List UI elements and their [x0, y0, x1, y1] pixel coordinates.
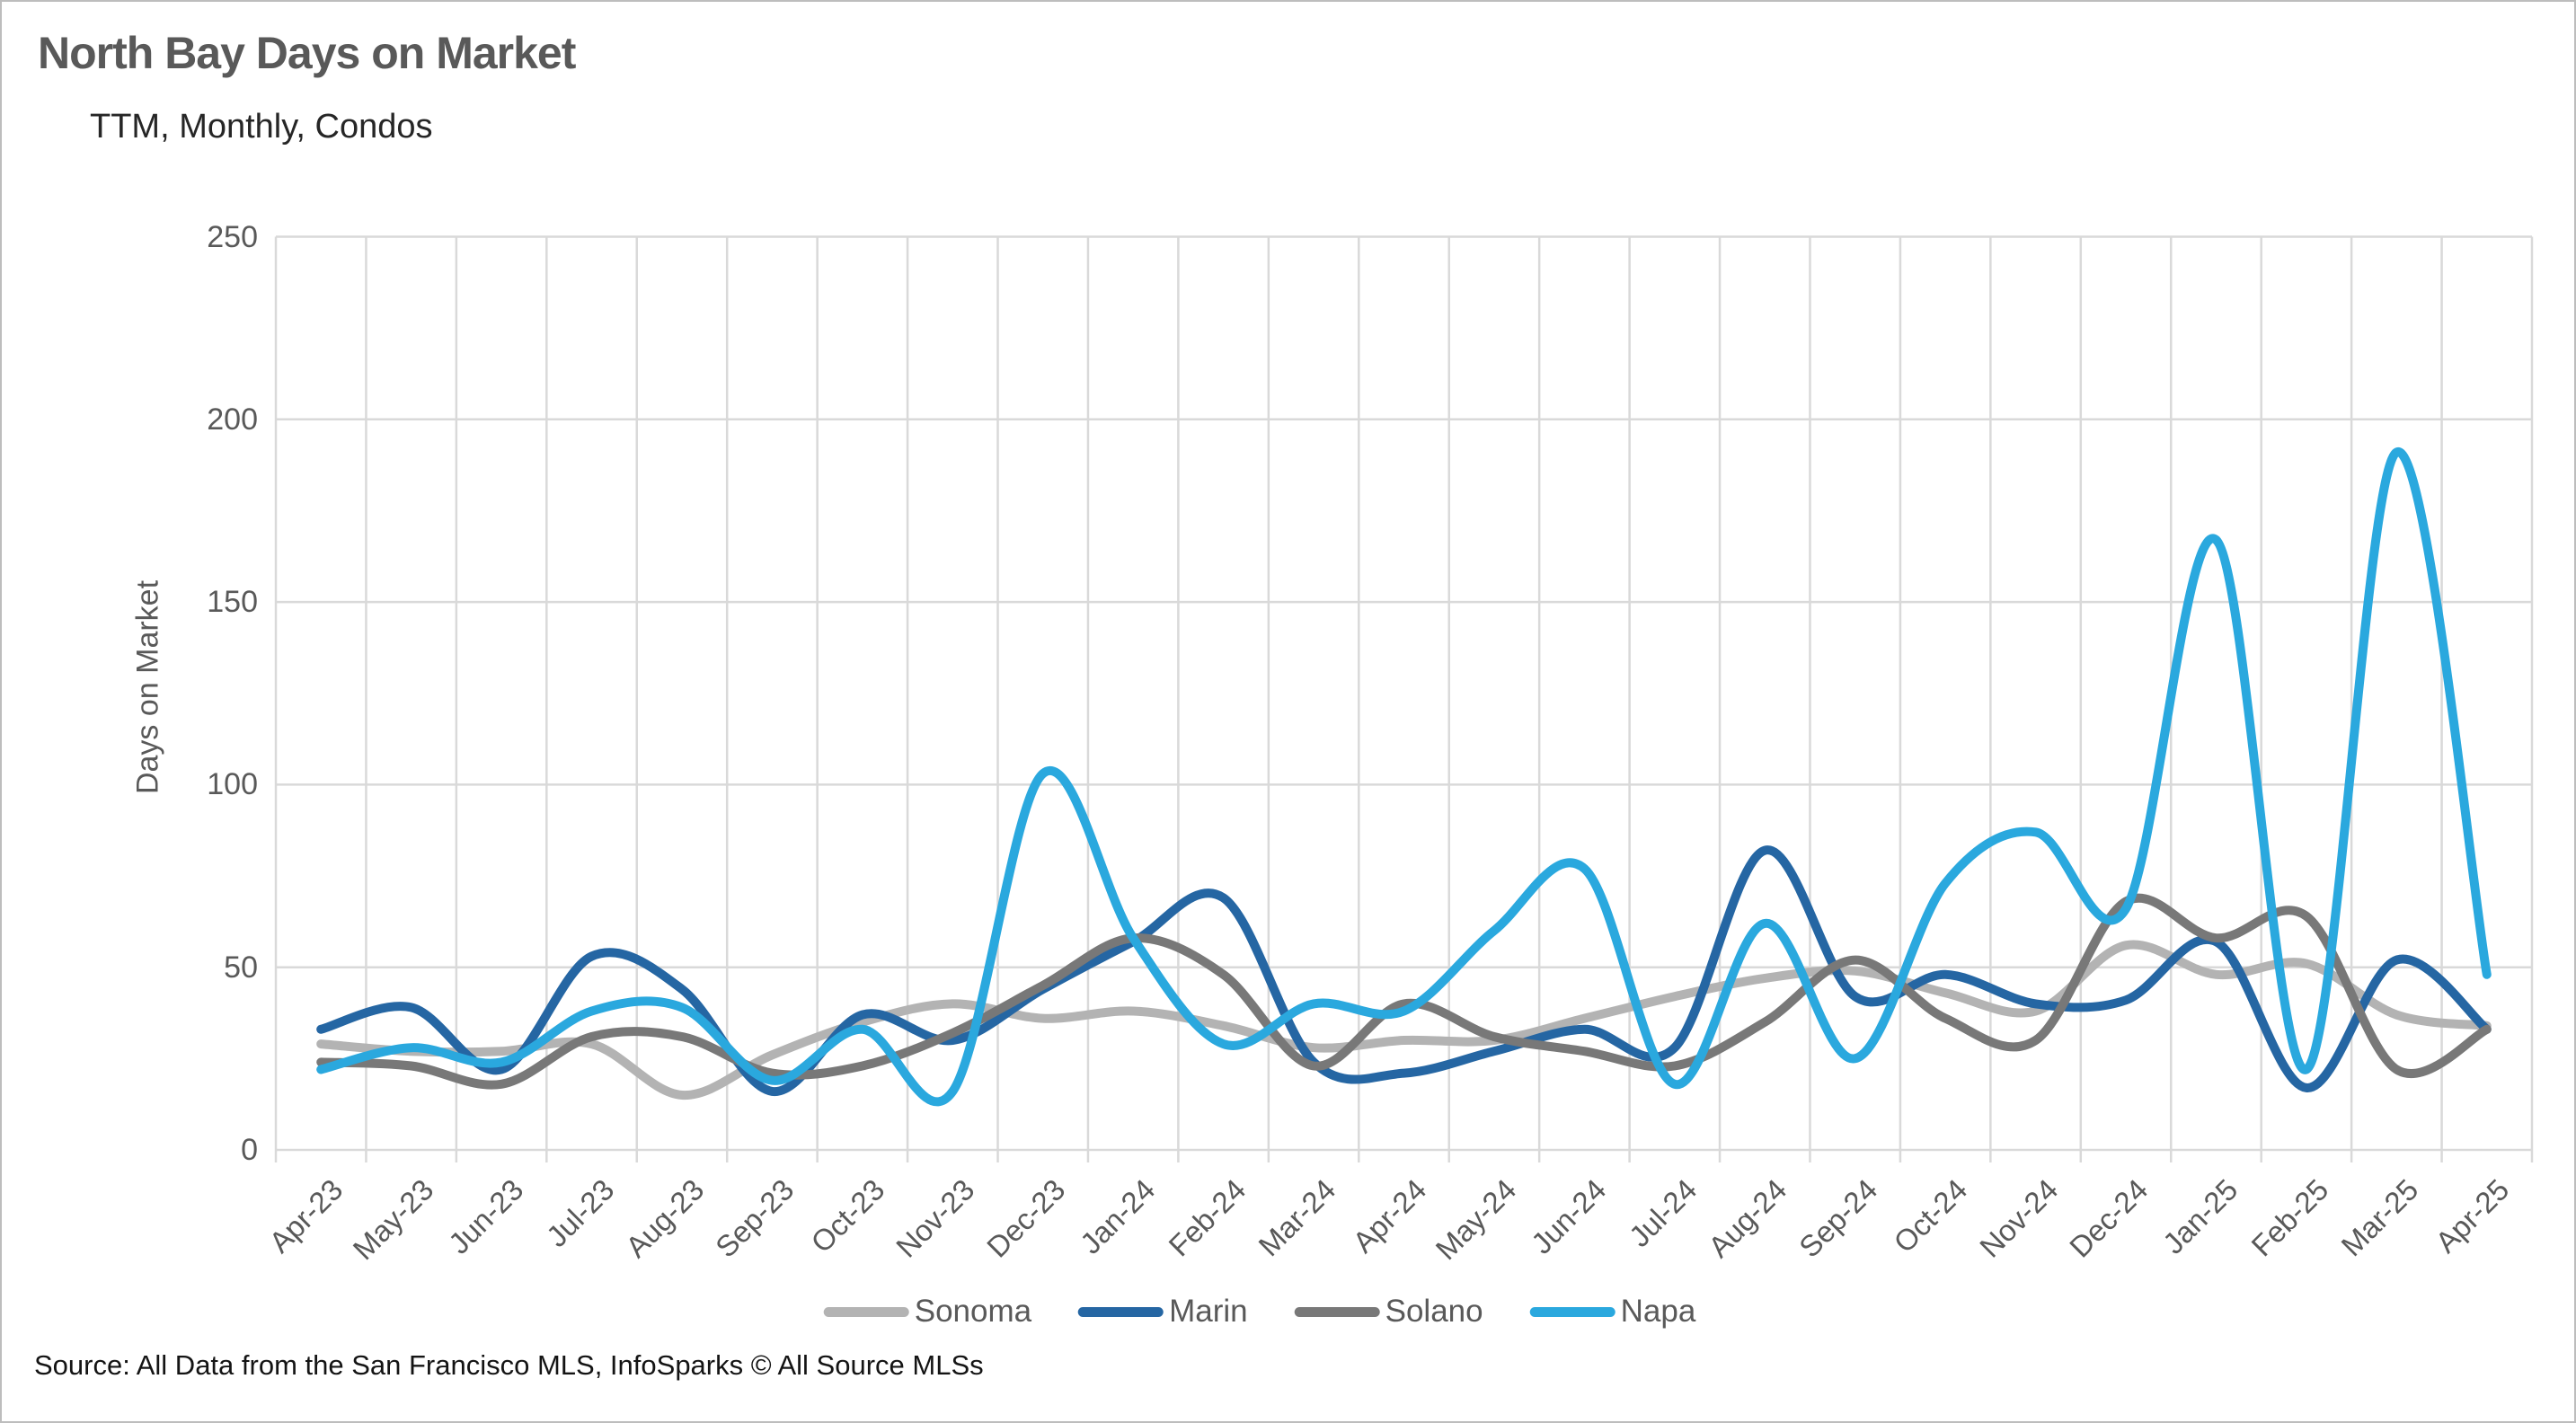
y-tick-label-200: 200 — [207, 402, 258, 437]
legend-label-napa: Napa — [1620, 1294, 1696, 1329]
chart-legend: Sonoma Marin Solano Napa — [823, 1294, 1696, 1330]
series-line-solano — [316, 893, 2492, 1090]
legend-item-napa: Napa — [1529, 1294, 1696, 1330]
source-note: Source: All Data from the San Francisco … — [34, 1349, 984, 1381]
y-tick-label-100: 100 — [207, 767, 258, 802]
legend-swatch-napa — [1529, 1306, 1616, 1317]
legend-swatch-sonoma — [823, 1306, 909, 1317]
y-tick-label-50: 50 — [224, 950, 258, 985]
legend-label-solano: Solano — [1385, 1294, 1483, 1329]
legend-item-solano: Solano — [1294, 1294, 1483, 1330]
legend-label-sonoma: Sonoma — [914, 1294, 1032, 1329]
legend-item-marin: Marin — [1078, 1294, 1248, 1330]
legend-label-marin: Marin — [1169, 1294, 1248, 1329]
series-line-marin — [316, 845, 2492, 1096]
chart-title: North Bay Days on Market — [38, 28, 576, 78]
y-tick-label-250: 250 — [207, 219, 258, 254]
chart-subtitle: TTM, Monthly, Condos — [90, 108, 433, 146]
y-tick-label-0: 0 — [241, 1133, 258, 1167]
y-tick-label-150: 150 — [207, 585, 258, 620]
series-line-sonoma — [316, 940, 2492, 1100]
series-line-napa — [316, 447, 2492, 1107]
legend-swatch-marin — [1078, 1306, 1164, 1317]
legend-swatch-solano — [1294, 1306, 1380, 1317]
legend-item-sonoma: Sonoma — [823, 1294, 1032, 1330]
